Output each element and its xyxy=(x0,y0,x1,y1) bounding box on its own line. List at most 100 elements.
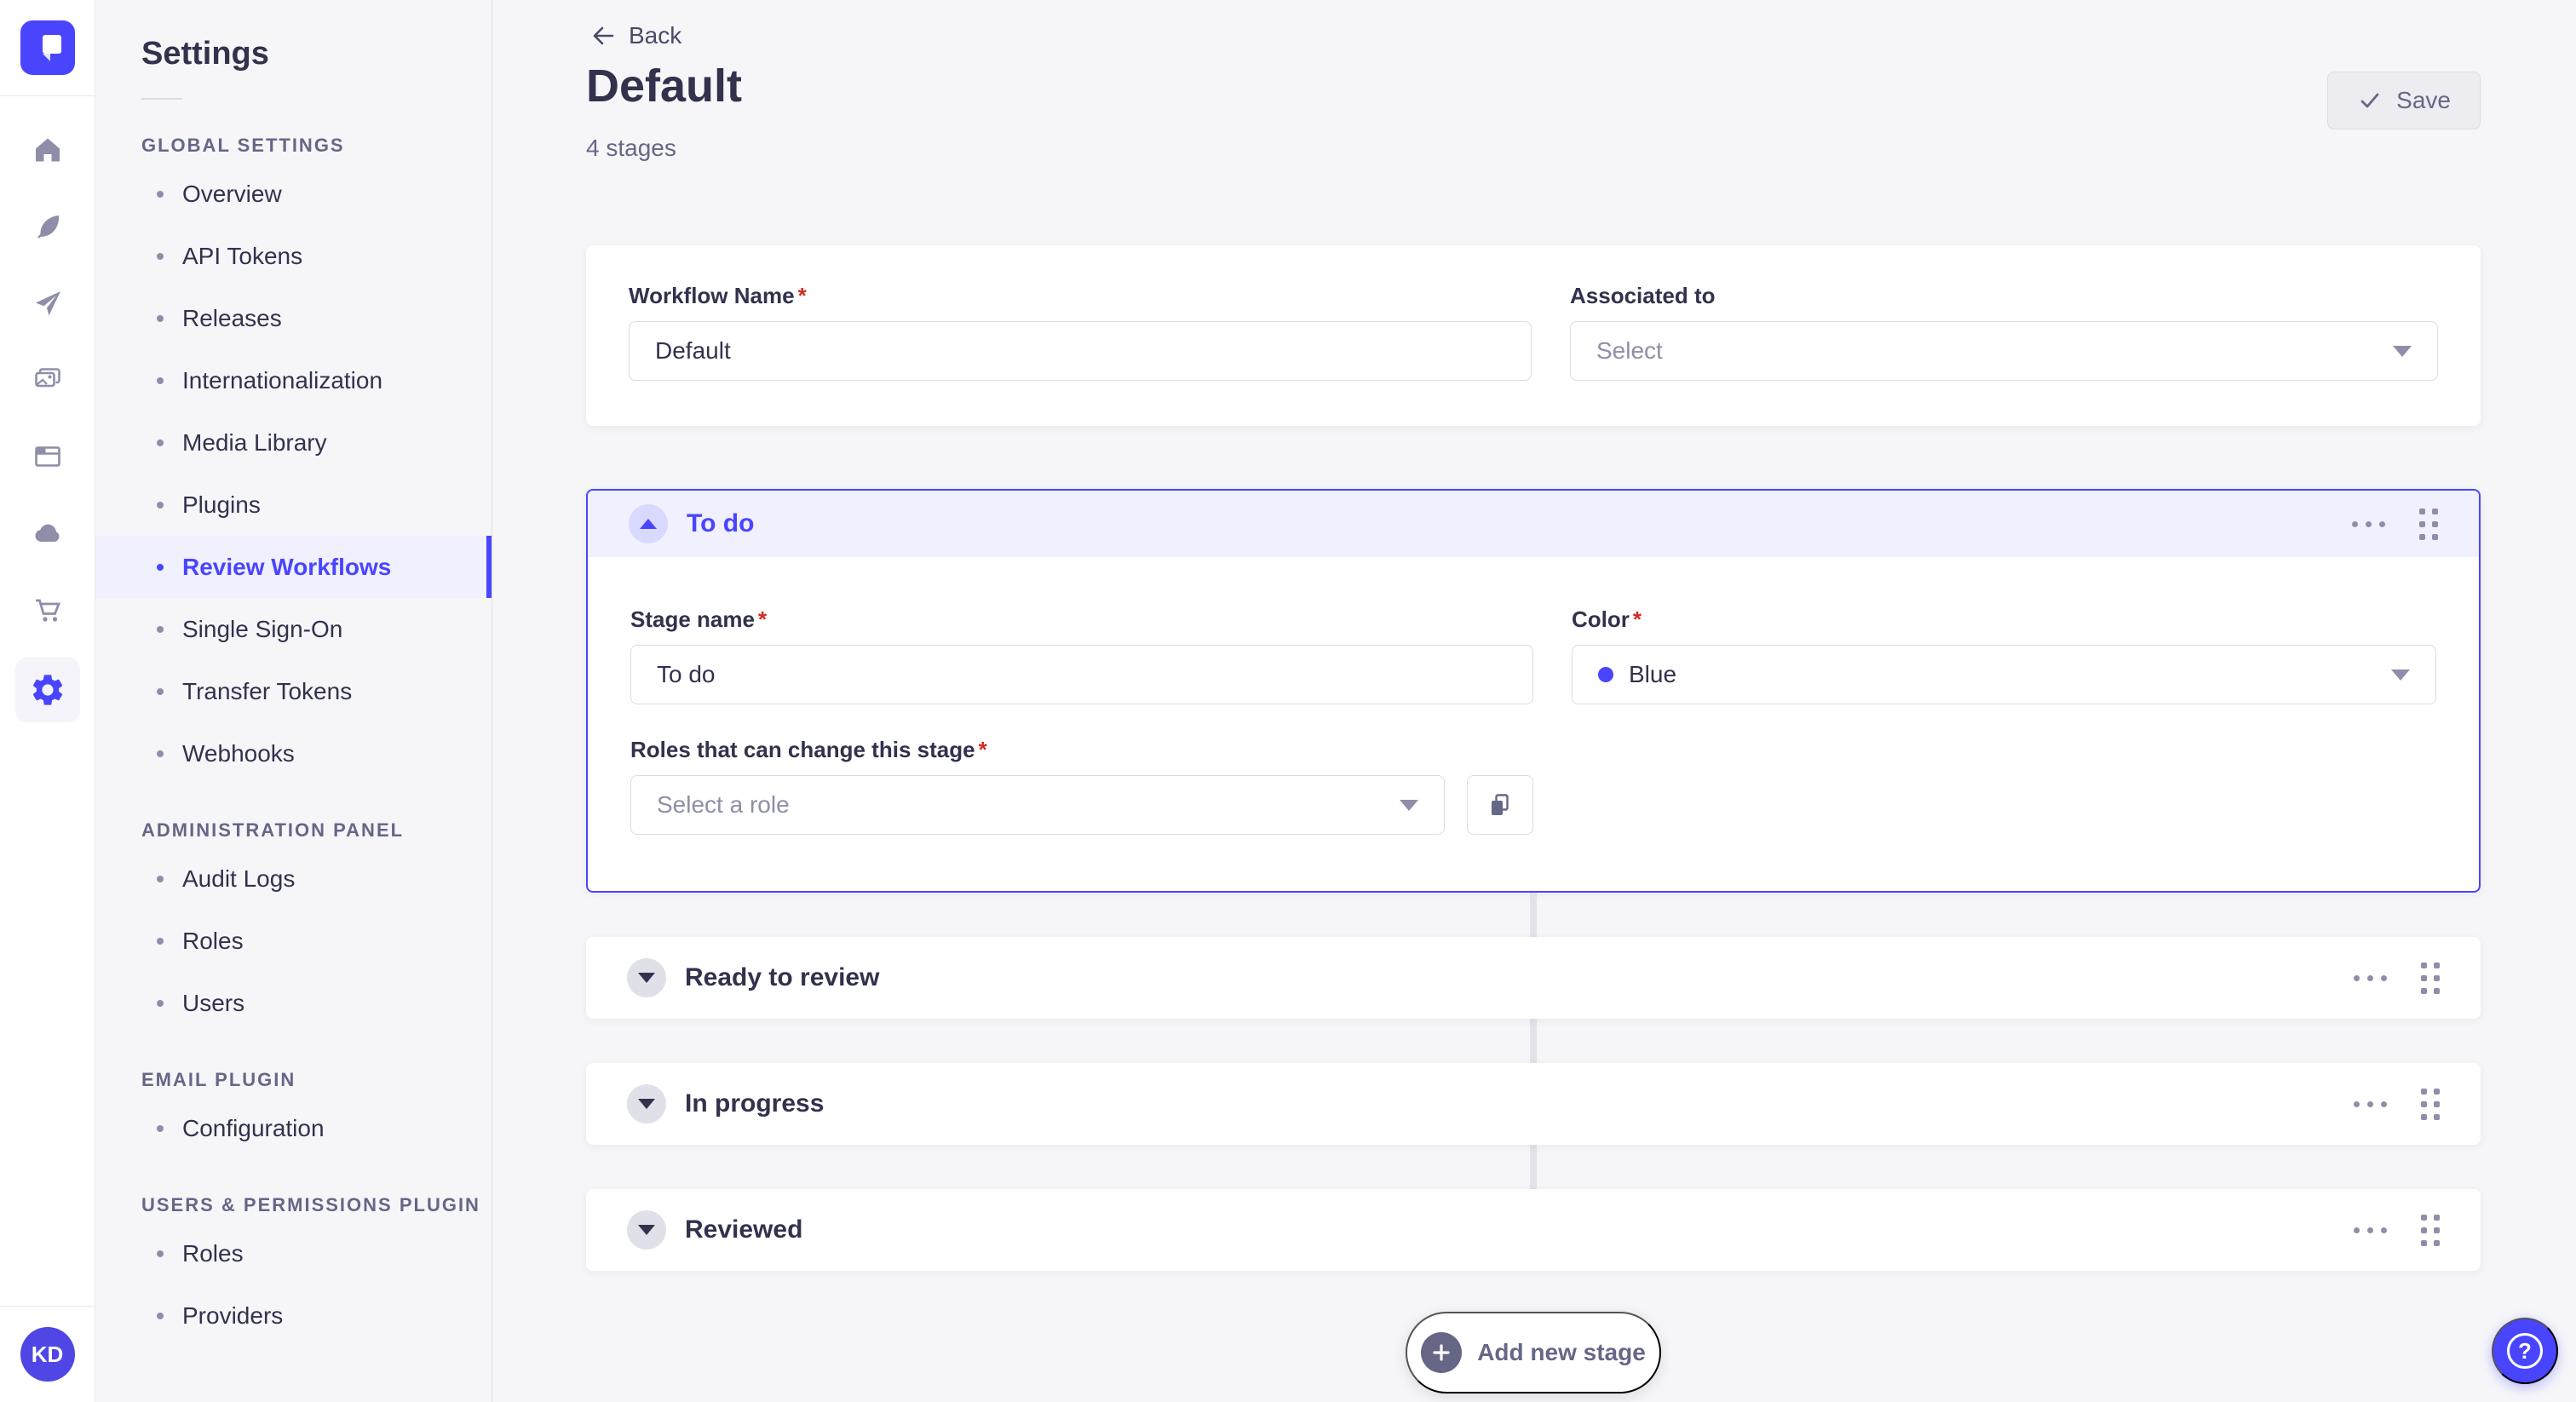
chevron-down-icon xyxy=(2393,345,2412,357)
color-select[interactable]: Blue xyxy=(1572,645,2436,704)
bullet-icon xyxy=(157,937,164,945)
bullet-icon xyxy=(157,252,164,260)
avatar[interactable]: KD xyxy=(20,1327,75,1382)
stage-connector xyxy=(1530,893,1537,937)
bullet-icon xyxy=(157,875,164,882)
roles-select[interactable]: Select a role xyxy=(630,775,1445,835)
settings-gear-icon[interactable] xyxy=(14,658,80,722)
workflow-name-input[interactable] xyxy=(629,321,1532,381)
strapi-logo-icon[interactable] xyxy=(20,20,75,75)
sidebar-item-label: Audit Logs xyxy=(182,865,296,892)
expand-stage-button[interactable] xyxy=(627,1084,666,1123)
sidebar-item-users[interactable]: Users xyxy=(95,972,492,1034)
sidebar-item-label: Roles xyxy=(182,1239,244,1267)
associated-to-select[interactable]: Select xyxy=(1570,321,2438,381)
sidebar-item-admin-roles[interactable]: Roles xyxy=(95,910,492,972)
back-link[interactable]: Back xyxy=(586,20,681,51)
question-icon: ? xyxy=(2507,1333,2543,1369)
stage-card-todo: To do Stage name* Color* xyxy=(586,489,2481,893)
collapse-stage-button[interactable] xyxy=(629,504,668,543)
sidebar-item-transfer-tokens[interactable]: Transfer Tokens xyxy=(95,660,492,722)
divider xyxy=(141,98,182,100)
sidebar-item-label: Users xyxy=(182,989,245,1016)
stage-roles-field: Roles that can change this stage * Select… xyxy=(630,737,1533,835)
back-label: Back xyxy=(629,22,682,49)
color-label: Color xyxy=(1572,606,1630,632)
sidebar-item-webhooks[interactable]: Webhooks xyxy=(95,722,492,784)
associated-to-label: Associated to xyxy=(1570,283,1716,308)
layout-icon[interactable] xyxy=(31,440,65,474)
duplicate-roles-button[interactable] xyxy=(1467,775,1533,835)
help-button[interactable]: ? xyxy=(2492,1318,2558,1384)
roles-placeholder: Select a role xyxy=(657,791,790,818)
stage-options-button[interactable] xyxy=(2352,968,2389,988)
bullet-icon xyxy=(157,314,164,322)
bullet-icon xyxy=(157,687,164,695)
sidebar-item-overview[interactable]: Overview xyxy=(95,163,492,225)
home-icon[interactable] xyxy=(31,133,65,167)
stage-card-in-progress: In progress xyxy=(586,1063,2481,1145)
stage-title: Reviewed xyxy=(685,1215,803,1244)
bullet-icon xyxy=(157,750,164,757)
sidebar-item-audit-logs[interactable]: Audit Logs xyxy=(95,848,492,910)
drag-handle-icon[interactable] xyxy=(2418,1085,2443,1123)
main-content: Back Default 4 stages Save Workflow Name… xyxy=(492,0,2576,1402)
sidebar-item-up-roles[interactable]: Roles xyxy=(95,1222,492,1284)
chevron-down-icon xyxy=(2391,669,2410,681)
section-users-permissions-plugin: USERS & PERMISSIONS PLUGIN xyxy=(141,1194,480,1215)
drag-handle-icon[interactable] xyxy=(2416,505,2441,543)
add-new-stage-button[interactable]: Add new stage xyxy=(1406,1312,1661,1393)
sidebar-item-label: Review Workflows xyxy=(182,553,392,580)
drag-handle-icon[interactable] xyxy=(2418,959,2443,997)
stage-options-button[interactable] xyxy=(2352,1221,2389,1240)
sidebar-item-configuration[interactable]: Configuration xyxy=(95,1097,492,1159)
sidebar-item-internationalization[interactable]: Internationalization xyxy=(95,349,492,411)
expand-stage-button[interactable] xyxy=(627,958,666,997)
sidebar-item-label: API Tokens xyxy=(182,242,303,269)
stage-title: To do xyxy=(687,509,755,537)
duplicate-icon xyxy=(1492,794,1509,815)
feather-icon[interactable] xyxy=(31,210,65,244)
stage-todo-body: Stage name* Color* Blue xyxy=(588,557,2479,835)
sidebar-item-label: Internationalization xyxy=(182,366,383,394)
bullet-icon xyxy=(157,1312,164,1319)
stage-color-field: Color * Blue xyxy=(1572,606,2436,704)
sidebar-item-providers[interactable]: Providers xyxy=(95,1284,492,1347)
section-email-plugin: EMAIL PLUGIN xyxy=(141,1069,296,1090)
save-button[interactable]: Save xyxy=(2327,72,2481,129)
sidebar-item-media-library[interactable]: Media Library xyxy=(95,411,492,474)
section-global-settings: GLOBAL SETTINGS xyxy=(141,135,345,156)
stage-title: Ready to review xyxy=(685,963,880,991)
expand-stage-button[interactable] xyxy=(627,1210,666,1250)
cloud-icon[interactable] xyxy=(31,516,65,550)
sidebar-item-single-sign-on[interactable]: Single Sign-On xyxy=(95,598,492,660)
required-mark: * xyxy=(797,283,807,308)
chevron-down-icon xyxy=(638,973,655,983)
color-swatch-blue xyxy=(1598,667,1613,682)
plus-icon xyxy=(1421,1332,1463,1373)
sidebar-item-plugins[interactable]: Plugins xyxy=(95,474,492,536)
bullet-icon xyxy=(157,999,164,1007)
stage-options-button[interactable] xyxy=(2350,514,2387,534)
stage-name-input[interactable] xyxy=(630,645,1533,704)
marketplace-cart-icon[interactable] xyxy=(31,593,65,627)
chevron-down-icon xyxy=(1400,799,1418,811)
bullet-icon xyxy=(157,1124,164,1132)
sidebar-item-api-tokens[interactable]: API Tokens xyxy=(95,225,492,287)
sidebar-item-label: Single Sign-On xyxy=(182,615,343,642)
sidebar-item-releases[interactable]: Releases xyxy=(95,287,492,349)
media-library-icon[interactable] xyxy=(31,363,65,397)
sidebar-item-label: Providers xyxy=(182,1301,284,1329)
required-mark: * xyxy=(1632,606,1642,632)
sidebar-item-label: Transfer Tokens xyxy=(182,677,353,704)
stage-todo-header[interactable]: To do xyxy=(588,491,2479,557)
sidebar-item-label: Roles xyxy=(182,927,244,954)
sidebar-item-review-workflows[interactable]: Review Workflows xyxy=(95,536,492,598)
stage-options-button[interactable] xyxy=(2352,1095,2389,1114)
arrow-left-icon xyxy=(593,26,614,45)
drag-handle-icon[interactable] xyxy=(2418,1211,2443,1250)
sidebar-item-label: Plugins xyxy=(182,491,261,518)
roles-label: Roles that can change this stage xyxy=(630,737,975,762)
stage-name-field: Stage name * xyxy=(630,606,1533,704)
send-icon[interactable] xyxy=(31,286,65,320)
